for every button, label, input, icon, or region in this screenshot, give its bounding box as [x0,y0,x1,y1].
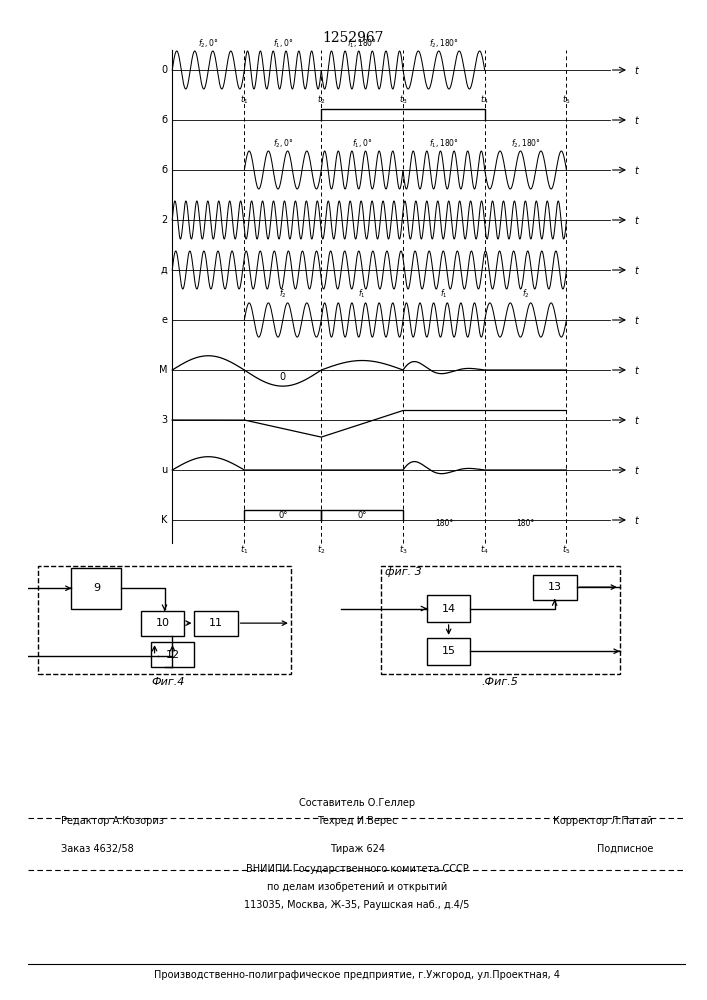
Text: $t_3$: $t_3$ [399,544,407,556]
Text: $t$: $t$ [633,514,640,526]
Text: Тираж 624: Тираж 624 [329,844,385,854]
Text: Корректор Л.Патай: Корректор Л.Патай [553,816,653,826]
Text: $f_1,180°$: $f_1,180°$ [347,38,377,50]
Text: 0: 0 [280,371,286,381]
Text: 15: 15 [442,646,455,656]
Text: Составитель О.Геллер: Составитель О.Геллер [299,798,415,808]
Text: .Фиг.5: .Фиг.5 [481,677,518,687]
Text: $t_1$: $t_1$ [240,94,249,106]
Text: $f_1,0°$: $f_1,0°$ [273,38,293,50]
Text: фиг. 3: фиг. 3 [385,567,421,577]
Bar [427,595,470,622]
Text: $t_5$: $t_5$ [562,544,571,556]
Text: б: б [161,165,168,175]
Text: 0°: 0° [358,511,367,520]
Text: по делам изобретений и открытий: по делам изобретений и открытий [267,882,447,892]
Bar [533,575,577,599]
Text: Заказ 4632/58: Заказ 4632/58 [62,844,134,854]
Bar [427,638,470,665]
Text: $t$: $t$ [633,64,640,76]
Text: $t$: $t$ [633,364,640,376]
Text: 9: 9 [93,583,100,593]
Bar [141,611,185,636]
Text: 3: 3 [161,415,168,425]
Text: 2: 2 [161,215,168,225]
Text: 0: 0 [161,65,168,75]
Text: $t$: $t$ [633,264,640,276]
Bar [71,568,122,608]
Text: $t_3$: $t_3$ [399,94,407,106]
Text: 10: 10 [156,618,170,628]
Text: 113035, Москва, Ж-35, Раушская наб., д.4/5: 113035, Москва, Ж-35, Раушская наб., д.4… [245,900,469,910]
Text: 14: 14 [442,603,456,613]
Text: 1252967: 1252967 [323,30,384,44]
Text: $f_1,180°$: $f_1,180°$ [429,138,459,150]
Text: 180°: 180° [516,519,534,528]
Text: Редактор А.Козориз: Редактор А.Козориз [62,816,164,826]
Text: Техред И.Верес: Техред И.Верес [317,816,397,826]
Text: Подписное: Подписное [597,844,653,854]
Text: $f_2,180°$: $f_2,180°$ [429,38,459,50]
Bar [38,566,291,674]
Text: $f_1$: $f_1$ [440,288,448,300]
Text: $t_1$: $t_1$ [240,544,249,556]
Text: $t_5$: $t_5$ [562,94,571,106]
Text: M: M [159,365,168,375]
Text: Производственно-полиграфическое предприятие, г.Ужгород, ул.Проектная, 4: Производственно-полиграфическое предприя… [154,970,560,980]
Text: ВНИИПИ Государственного комитета СССР: ВНИИПИ Государственного комитета СССР [245,864,469,874]
Text: $t$: $t$ [633,314,640,326]
Bar [380,566,620,674]
Bar [151,642,194,667]
Text: 12: 12 [165,650,180,660]
Text: д: д [160,265,168,275]
Text: $f_2,0°$: $f_2,0°$ [198,38,218,50]
Text: $t_4$: $t_4$ [480,544,489,556]
Bar [194,611,238,636]
Text: $f_2$: $f_2$ [279,288,286,300]
Text: $f_2,180°$: $f_2,180°$ [510,138,541,150]
Text: $t_2$: $t_2$ [317,94,325,106]
Text: $t_2$: $t_2$ [317,544,325,556]
Text: $t$: $t$ [633,114,640,126]
Text: $f_1,0°$: $f_1,0°$ [352,138,372,150]
Text: K: K [161,515,168,525]
Text: $f_2,0°$: $f_2,0°$ [273,138,293,150]
Text: б: б [161,115,168,125]
Text: 13: 13 [548,582,562,592]
Text: e: e [161,315,168,325]
Text: $t$: $t$ [633,414,640,426]
Text: $t_4$: $t_4$ [480,94,489,106]
Text: u: u [161,465,168,475]
Text: $t$: $t$ [633,164,640,176]
Text: Фиг.4: Фиг.4 [151,677,185,687]
Text: $t$: $t$ [633,214,640,226]
Text: 0°: 0° [278,511,288,520]
Text: 11: 11 [209,618,223,628]
Text: 180°: 180° [435,519,453,528]
Text: $f_1$: $f_1$ [358,288,366,300]
Text: $f_2$: $f_2$ [522,288,530,300]
Text: $t$: $t$ [633,464,640,476]
